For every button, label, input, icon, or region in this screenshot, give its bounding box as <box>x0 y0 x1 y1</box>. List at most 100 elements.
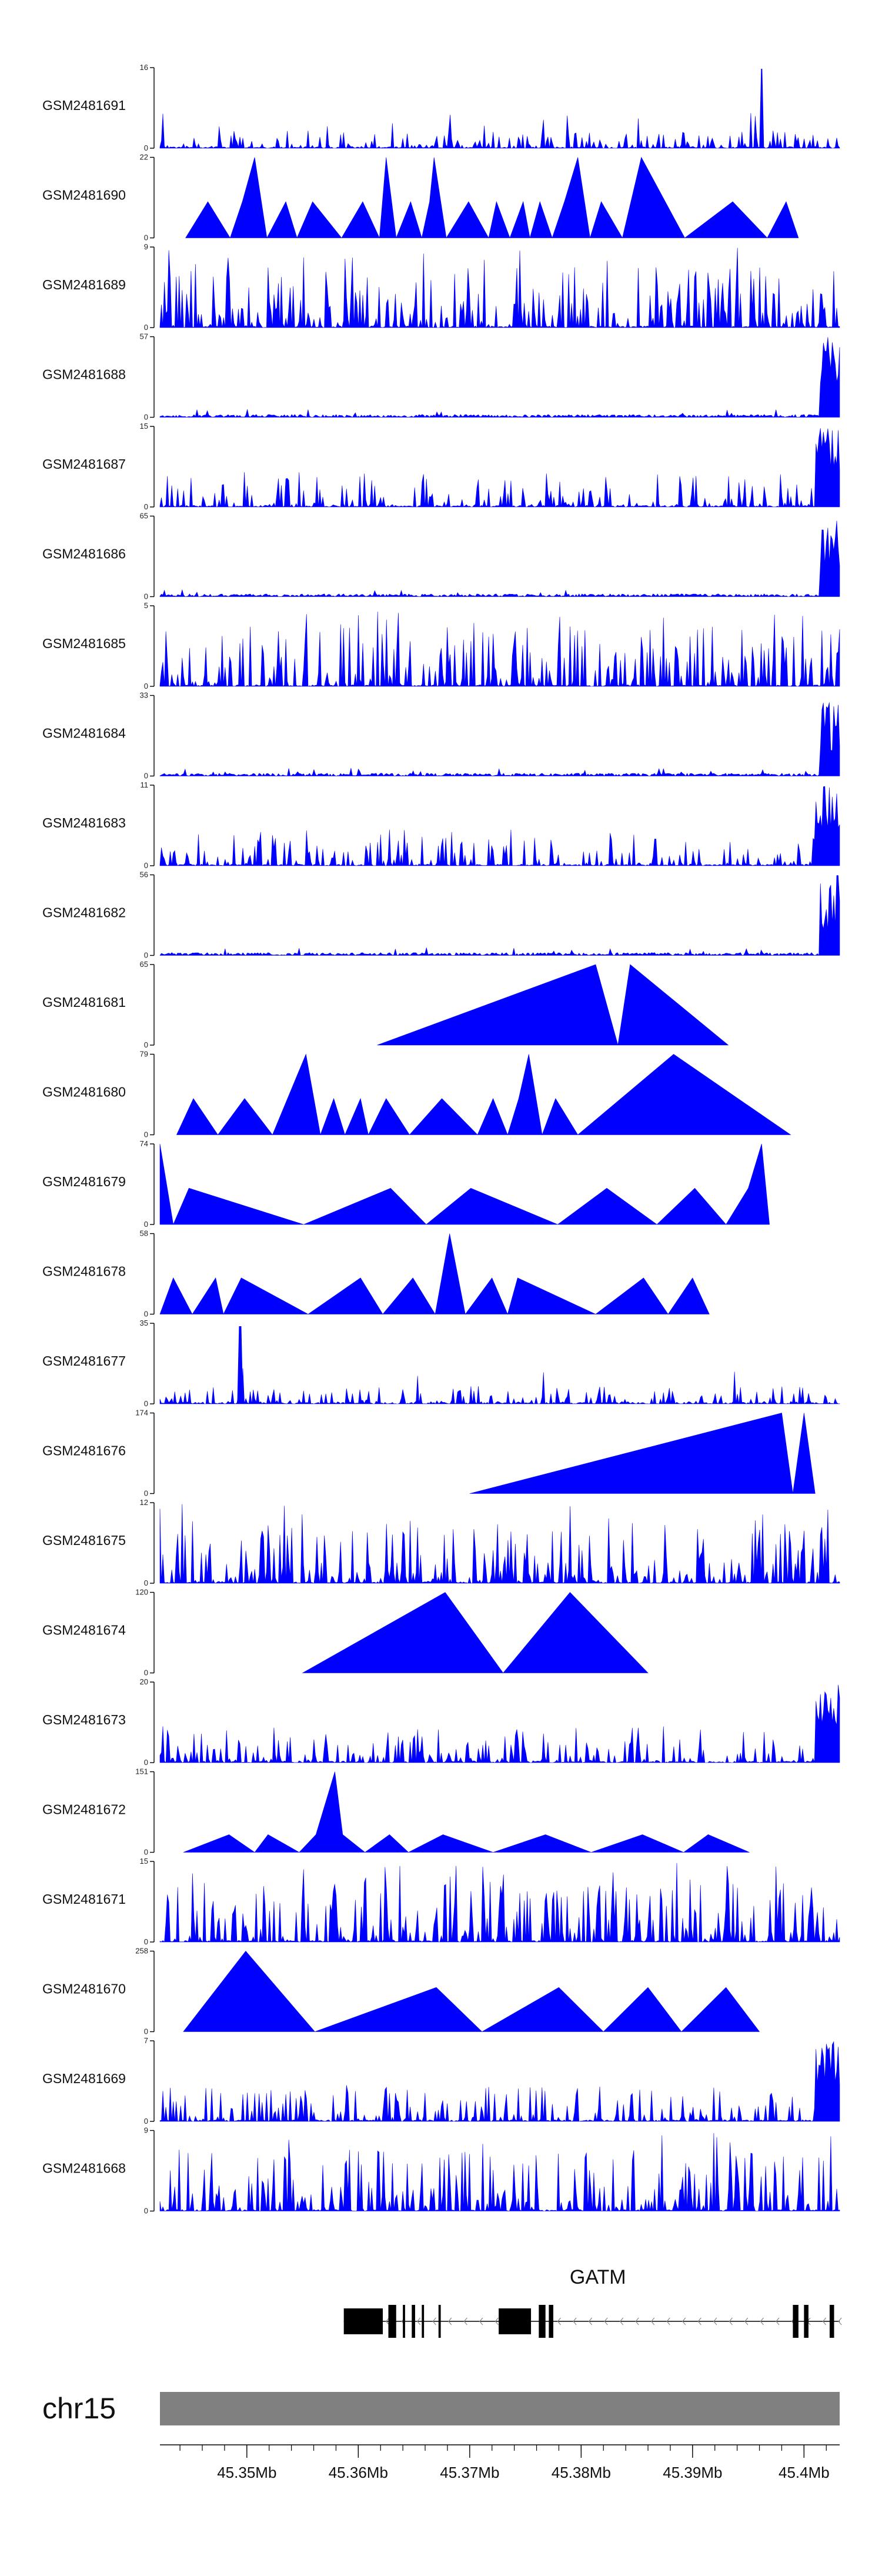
y-max-label: 12 <box>140 1498 148 1507</box>
strand-arrow <box>697 2317 701 2325</box>
strand-arrow <box>573 2317 577 2325</box>
strand-arrow <box>604 2317 608 2325</box>
track-GSM2481675: GSM2481675 12 0 <box>42 1498 840 1587</box>
track-label: GSM2481691 <box>42 98 126 113</box>
track-GSM2481686: GSM2481686 65 0 <box>42 512 840 601</box>
x-tick-label: 45.4Mb <box>779 2464 830 2481</box>
y-max-label: 56 <box>140 870 148 879</box>
y-zero-label: 0 <box>144 502 148 511</box>
signal-area <box>159 520 840 597</box>
y-zero-label: 0 <box>144 1669 148 1677</box>
track-GSM2481689: GSM2481689 9 0 <box>42 242 840 332</box>
y-zero-label: 0 <box>144 144 148 152</box>
gene-exon <box>343 2308 383 2334</box>
gene-exon <box>549 2305 553 2338</box>
signal-area <box>159 337 840 418</box>
y-max-label: 9 <box>144 2126 148 2135</box>
y-max-label: 57 <box>140 332 148 341</box>
track-GSM2481687: GSM2481687 15 0 <box>42 422 840 511</box>
signal-tracks: GSM2481691160GSM2481690220GSM248168990GS… <box>42 63 840 2215</box>
genomic-x-axis: 45.35Mb 45.36Mb 45.37Mb 45.38Mb 45.39Mb 45.4M… <box>160 2444 840 2481</box>
strand-arrow <box>838 2317 842 2325</box>
track-label: GSM2481690 <box>42 188 126 203</box>
y-zero-label: 0 <box>144 413 148 422</box>
gene-exon <box>412 2305 415 2338</box>
track-label: GSM2481673 <box>42 1712 126 1727</box>
y-zero-label: 0 <box>144 1937 148 1946</box>
track-label: GSM2481669 <box>42 2071 126 2086</box>
signal-peak <box>237 1326 243 1404</box>
track-GSM2481671: GSM2481671 15 0 <box>42 1857 840 1946</box>
signal-area <box>469 1413 816 1494</box>
signal-area <box>159 1504 840 1584</box>
track-label: GSM2481680 <box>42 1085 126 1100</box>
y-zero-label: 0 <box>144 1489 148 1498</box>
y-max-label: 65 <box>140 960 148 969</box>
y-zero-label: 0 <box>144 1130 148 1139</box>
y-max-label: 120 <box>135 1588 148 1597</box>
track-label: GSM2481677 <box>42 1353 126 1369</box>
y-max-label: 65 <box>140 512 148 520</box>
chromosome-ideogram: chr15 <box>42 2392 840 2425</box>
track-GSM2481685: GSM2481685 5 0 <box>42 601 840 690</box>
strand-arrow <box>776 2317 780 2325</box>
signal-area <box>159 611 840 687</box>
x-tick-label: 45.39Mb <box>663 2464 722 2481</box>
y-max-label: 74 <box>140 1139 148 1148</box>
signal-area <box>159 1863 840 1943</box>
gene-exon <box>499 2308 532 2334</box>
track-label: GSM2481668 <box>42 2161 126 2176</box>
y-max-label: 151 <box>135 1767 148 1776</box>
track-GSM2481676: GSM2481676 174 0 <box>42 1409 816 1498</box>
signal-area <box>183 1771 750 1853</box>
track-label: GSM2481684 <box>42 726 126 741</box>
track-label: GSM2481681 <box>42 995 126 1010</box>
signal-area <box>159 248 840 329</box>
signal-area <box>159 1368 840 1404</box>
gene-exon <box>804 2305 808 2338</box>
gene-exon <box>422 2305 425 2338</box>
track-GSM2481683: GSM2481683 11 0 <box>42 780 840 870</box>
track-label: GSM2481683 <box>42 815 126 830</box>
track-GSM2481681: GSM2481681 65 0 <box>42 960 729 1049</box>
y-max-label: 58 <box>140 1229 148 1238</box>
track-label: GSM2481670 <box>42 1981 126 1997</box>
signal-area <box>159 113 840 149</box>
y-zero-label: 0 <box>144 592 148 601</box>
y-max-label: 9 <box>144 242 148 251</box>
strand-arrow <box>385 2317 390 2325</box>
strand-arrow <box>760 2317 764 2325</box>
strand-arrow <box>463 2317 467 2325</box>
track-GSM2481688: GSM2481688 57 0 <box>42 332 840 422</box>
y-zero-label: 0 <box>144 2207 148 2215</box>
y-zero-label: 0 <box>144 772 148 780</box>
strand-arrow <box>588 2317 593 2325</box>
chromosome-label: chr15 <box>42 2392 116 2425</box>
y-zero-label: 0 <box>144 1220 148 1229</box>
signal-area <box>159 1233 710 1315</box>
y-zero-label: 0 <box>144 1399 148 1408</box>
track-GSM2481669: GSM2481669 7 0 <box>42 2036 840 2125</box>
y-max-label: 20 <box>140 1677 148 1686</box>
signal-area <box>159 2041 840 2123</box>
track-label: GSM2481674 <box>42 1623 126 1638</box>
signal-area <box>302 1592 649 1673</box>
track-label: GSM2481676 <box>42 1443 126 1459</box>
y-zero-label: 0 <box>144 1579 148 1587</box>
track-label: GSM2481678 <box>42 1264 126 1279</box>
strand-arrow <box>744 2317 749 2325</box>
signal-area <box>159 1143 770 1226</box>
track-label: GSM2481682 <box>42 905 126 920</box>
chromosome-band <box>160 2392 840 2425</box>
y-zero-label: 0 <box>144 233 148 242</box>
track-label: GSM2481671 <box>42 1891 126 1907</box>
gene-track: GATM <box>343 2266 842 2338</box>
signal-area <box>159 1684 840 1763</box>
strand-arrow <box>822 2317 827 2325</box>
track-GSM2481670: GSM2481670 258 0 <box>42 1947 760 2036</box>
signal-area <box>377 964 729 1046</box>
track-GSM2481678: GSM2481678 58 0 <box>42 1229 710 1319</box>
y-zero-label: 0 <box>144 1758 148 1767</box>
strand-arrow <box>557 2317 562 2325</box>
